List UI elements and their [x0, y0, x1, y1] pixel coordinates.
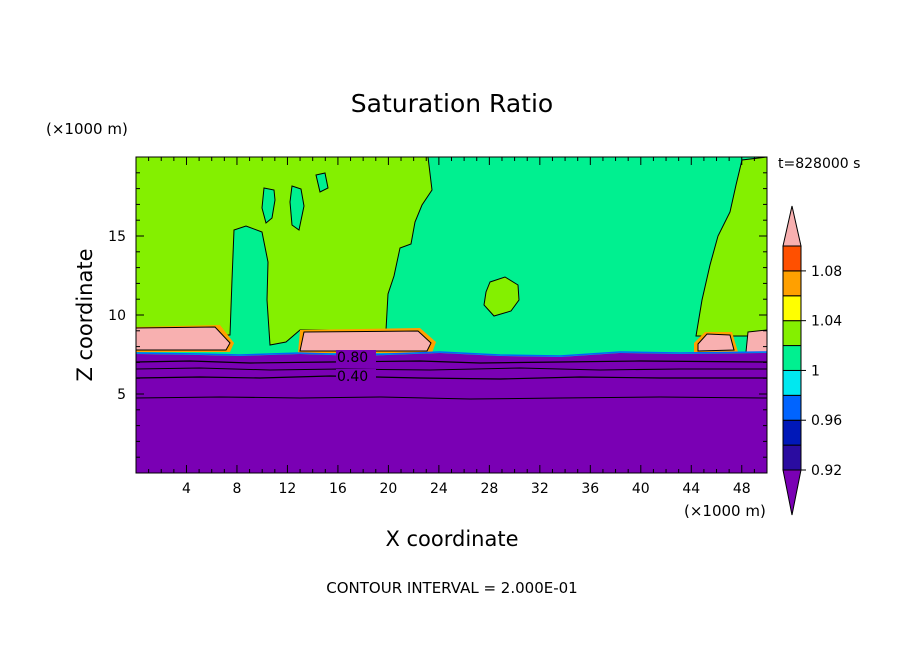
contour-label-0-40: 0.40 — [337, 369, 368, 385]
region-inner-green-left3 — [315, 172, 329, 193]
colorbar-tick-label: 0.92 — [811, 463, 842, 479]
colorbar: 0.92 0.96 1 1.04 1.08 — [782, 205, 842, 516]
colorbar-tick-label: 1.04 — [811, 314, 842, 330]
y-axis-label: Z coordinate — [73, 248, 97, 381]
chart-title: Saturation Ratio — [351, 89, 553, 118]
x-tick-label: 40 — [632, 481, 650, 497]
y-ticks: 5 10 15 — [108, 172, 767, 458]
region-dry — [136, 353, 767, 473]
x-tick-label: 24 — [430, 481, 448, 497]
x-tick-label: 36 — [581, 481, 599, 497]
y-tick-label: 5 — [117, 387, 126, 403]
colorbar-bin — [782, 270, 802, 297]
x-tick-label: 20 — [379, 481, 397, 497]
x-axis-label: X coordinate — [385, 527, 518, 551]
colorbar-bin — [782, 345, 802, 371]
x-tick-label: 12 — [279, 481, 297, 497]
region-cloud-right2 — [745, 329, 767, 353]
x-tick-label: 48 — [733, 481, 751, 497]
colorbar-bin — [782, 245, 802, 272]
x-ticks: 4 8 12 16 20 24 28 32 36 40 44 48 — [148, 157, 755, 497]
x-tick-label: 16 — [329, 481, 347, 497]
x-tick-label: 44 — [682, 481, 700, 497]
x-tick-label: 4 — [182, 481, 191, 497]
region-dry-edge — [136, 351, 767, 357]
colorbar-tick-label: 0.96 — [811, 413, 842, 429]
region-supersat-blob — [483, 276, 520, 317]
x-unit-label: (×1000 m) — [684, 502, 766, 520]
colorbar-bin — [782, 444, 802, 471]
region-supersat-left — [136, 157, 433, 346]
contour-label-bg-0-40 — [336, 369, 376, 383]
x-tick-label: 28 — [480, 481, 498, 497]
contour-label-0-80: 0.80 — [337, 350, 368, 366]
colorbar-bin — [782, 205, 802, 247]
y-tick-label: 10 — [108, 308, 126, 324]
contour-0-20 — [136, 396, 767, 400]
colorbar-bin — [782, 320, 802, 347]
contour-interval-footer: CONTOUR INTERVAL = 2.000E-01 — [326, 579, 577, 597]
region-inner-green-left2 — [289, 185, 305, 231]
contour-0-60 — [136, 367, 767, 371]
colorbar-bin — [782, 369, 802, 396]
region-inner-green-left — [261, 187, 276, 224]
region-cloud-mid — [299, 330, 432, 352]
x-tick-label: 32 — [531, 481, 549, 497]
colorbar-bin — [782, 419, 802, 446]
x-tick-label: 8 — [232, 481, 241, 497]
colorbar-bin — [782, 469, 802, 516]
contour-label-bg-0-80 — [336, 350, 376, 364]
time-label: t=828000 s — [778, 156, 860, 172]
y-tick-label: 15 — [108, 229, 126, 245]
colorbar-bin — [782, 394, 802, 421]
contour-0-80 — [136, 360, 767, 364]
colorbar-bin — [782, 295, 802, 322]
saturation-field — [136, 157, 767, 473]
contour-0-40 — [136, 375, 767, 380]
region-cloud-right — [697, 333, 735, 352]
colorbar-tick-label: 1 — [811, 363, 820, 379]
y-unit-label: (×1000 m) — [46, 120, 128, 138]
region-cloud-left — [136, 326, 231, 351]
colorbar-tick-label: 1.08 — [811, 264, 842, 280]
